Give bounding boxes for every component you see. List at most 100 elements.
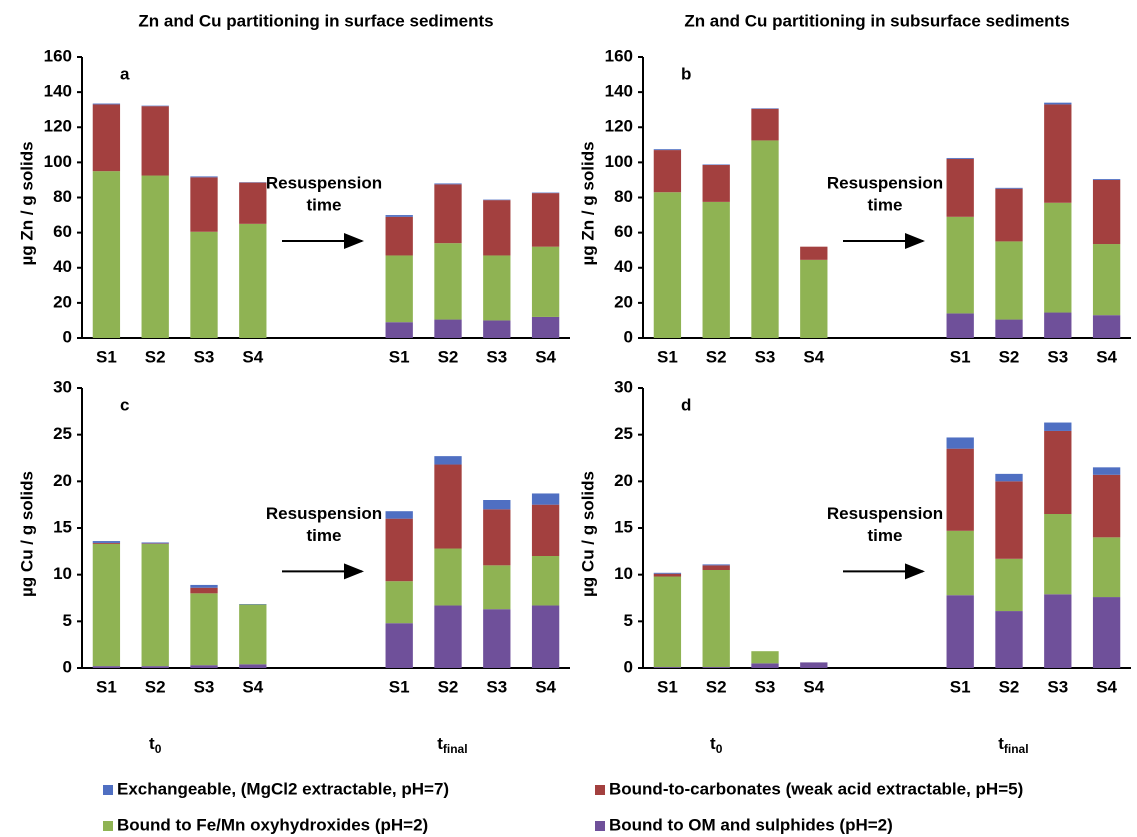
bar-segment <box>483 509 511 566</box>
bar-segment <box>141 106 169 176</box>
bar-segment <box>702 164 730 166</box>
y-tick-label: 120 <box>44 117 72 136</box>
y-tick-label: 20 <box>53 292 72 311</box>
bar-segment <box>1044 514 1072 595</box>
bar-segment <box>653 149 682 151</box>
bar-segment <box>1092 467 1121 475</box>
bar-segment <box>702 570 730 668</box>
panel-label: d <box>681 395 691 414</box>
x-tick-label: S1 <box>389 677 410 696</box>
x-tick-label: S4 <box>803 347 824 366</box>
y-tick-label: 80 <box>53 187 72 206</box>
bar-segment <box>434 464 462 549</box>
bar-segment <box>531 193 560 247</box>
y-tick-label: 140 <box>605 82 633 101</box>
y-tick-label: 15 <box>53 517 72 536</box>
bar-segment <box>1092 474 1121 538</box>
bar-segment <box>141 542 169 544</box>
chart-title: Zn and Cu partitioning in surface sedime… <box>138 11 493 30</box>
y-tick-label: 40 <box>614 257 633 276</box>
annotation: Resuspension <box>266 174 382 193</box>
y-tick-label: 60 <box>53 222 72 241</box>
bar-segment <box>190 665 218 668</box>
y-tick-label: 15 <box>614 517 633 536</box>
bar-segment <box>702 201 730 338</box>
bar-segment <box>190 231 218 338</box>
y-tick-label: 80 <box>614 187 633 206</box>
bar-segment <box>995 188 1023 242</box>
y-tick-label: 10 <box>53 564 72 583</box>
bar-segment <box>653 572 682 574</box>
bar-segment <box>92 542 121 544</box>
bar-segment <box>483 609 511 668</box>
bar-segment <box>1092 597 1121 668</box>
x-tick-label: S1 <box>389 347 410 366</box>
bar-segment <box>190 177 218 232</box>
x-tick-label: S3 <box>486 347 507 366</box>
group-label-main: t <box>149 734 155 753</box>
bar-segment <box>995 481 1023 559</box>
bar-segment <box>434 184 462 244</box>
bar-segment <box>385 518 413 582</box>
y-tick-label: 140 <box>44 82 72 101</box>
bar-segment <box>946 437 974 449</box>
y-tick-label: 10 <box>614 564 633 583</box>
bar-segment <box>995 187 1023 189</box>
annotation: Resuspension <box>827 504 943 523</box>
x-tick-label: S2 <box>706 677 727 696</box>
bar-segment <box>1044 312 1072 338</box>
y-tick-label: 20 <box>614 292 633 311</box>
bar-segment <box>385 322 413 338</box>
bar-segment <box>702 565 730 570</box>
bar-segment <box>92 666 121 668</box>
bar-segment <box>190 176 218 178</box>
x-tick-label: S3 <box>486 677 507 696</box>
group-label-sub: final <box>443 742 468 756</box>
y-tick-label: 0 <box>624 327 633 346</box>
legend-swatch <box>103 785 113 795</box>
bar-segment <box>800 259 828 338</box>
bar-segment <box>751 108 779 109</box>
y-tick-label: 60 <box>614 222 633 241</box>
x-tick-label: S4 <box>535 677 556 696</box>
group-label: t0 <box>149 734 162 756</box>
y-tick-label: 160 <box>44 46 72 65</box>
x-tick-label: S3 <box>755 347 776 366</box>
y-axis-label: µg Zn / g solids <box>578 141 597 265</box>
bar-segment <box>702 667 730 668</box>
x-tick-label: S4 <box>242 347 263 366</box>
bar-segment <box>483 255 511 321</box>
bar-segment <box>92 104 121 172</box>
bar-segment <box>995 473 1023 482</box>
bar-segment <box>190 593 218 666</box>
x-tick-label: S1 <box>950 677 971 696</box>
bar-segment <box>995 558 1023 612</box>
group-label: t0 <box>710 734 723 756</box>
bar-segment <box>946 216 974 314</box>
bar-segment <box>751 663 779 668</box>
bar-segment <box>141 105 169 107</box>
bar-segment <box>434 319 462 338</box>
x-tick-label: S4 <box>1096 347 1117 366</box>
annotation: time <box>868 526 903 545</box>
panel-label: c <box>120 395 129 414</box>
legend-swatch <box>103 821 113 831</box>
bar-segment <box>385 623 413 668</box>
annotation: time <box>868 196 903 215</box>
group-label: tfinal <box>437 734 467 756</box>
annotation: Resuspension <box>266 504 382 523</box>
bar-segment <box>385 255 413 323</box>
bar-segment <box>239 664 267 668</box>
group-label-sub: 0 <box>716 742 723 756</box>
bar-segment <box>531 493 560 505</box>
bar-segment <box>1044 430 1072 514</box>
bar-segment <box>946 530 974 596</box>
bar-segment <box>653 150 682 193</box>
x-tick-label: S1 <box>657 347 678 366</box>
bar-segment <box>800 662 828 668</box>
bar-segment <box>385 216 413 256</box>
bar-segment <box>483 199 511 201</box>
x-tick-label: S4 <box>242 677 263 696</box>
x-tick-label: S3 <box>194 677 215 696</box>
